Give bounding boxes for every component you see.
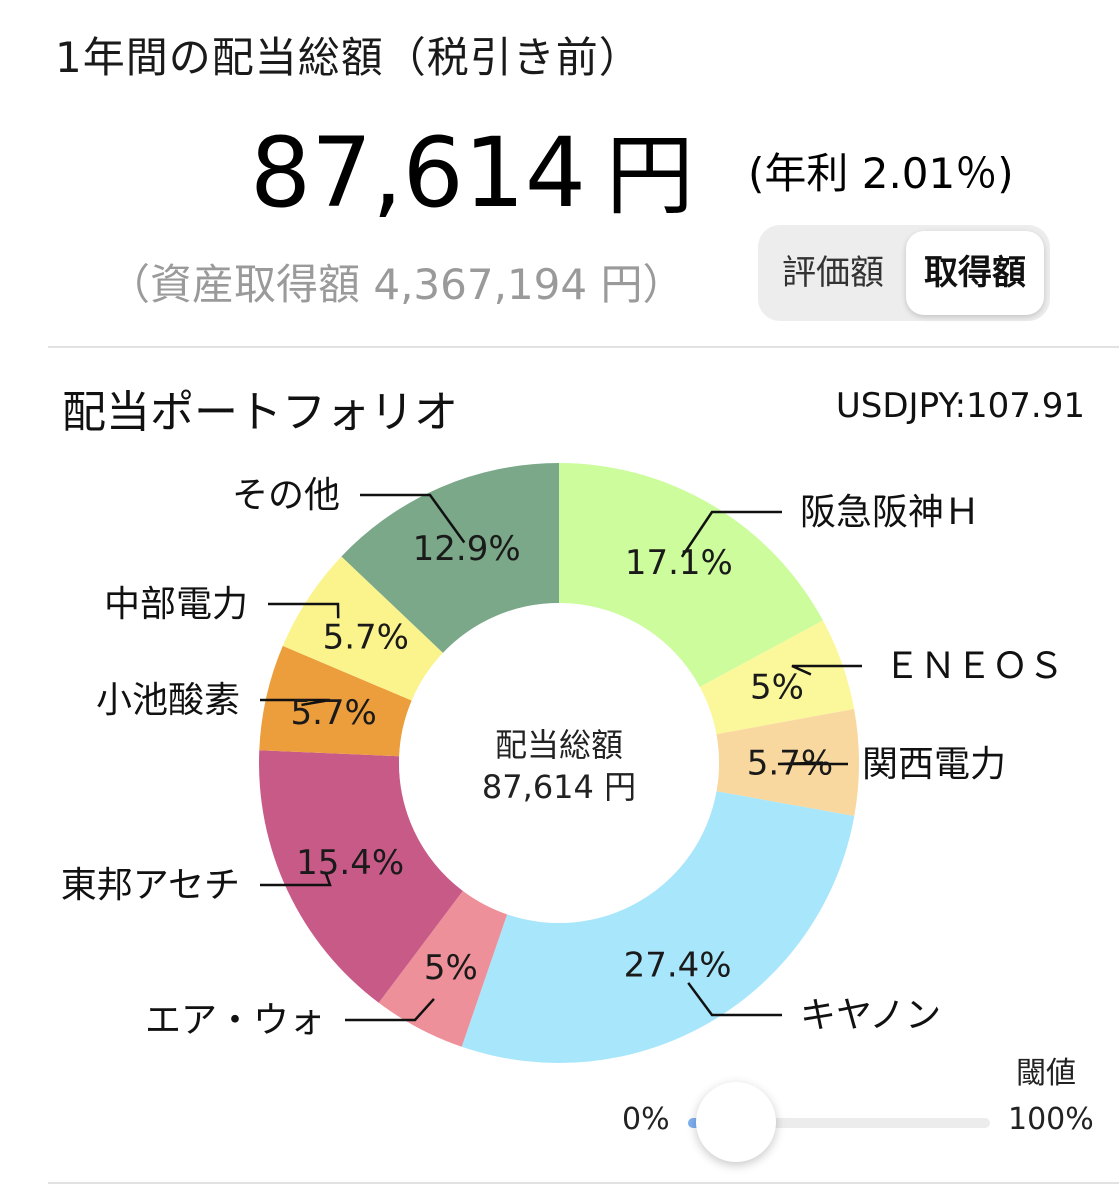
- toggle-acquisition-cost[interactable]: 取得額: [906, 231, 1044, 315]
- value-label-9: 12.9%: [413, 529, 521, 569]
- value-label-7: 5.7%: [290, 693, 376, 733]
- threshold-slider-track[interactable]: [688, 1118, 990, 1128]
- value-label-1: 17.1%: [625, 543, 733, 583]
- toggle-market-value[interactable]: 評価額: [782, 253, 884, 293]
- fx-rate: USDJPY:107.91: [835, 386, 1085, 426]
- value-label-2: 5%: [750, 667, 804, 707]
- leader-line-6: [260, 872, 332, 887]
- total-dividend-unit: 円: [605, 124, 694, 227]
- slice-1: [559, 463, 823, 687]
- inner-ring: [399, 603, 719, 923]
- inner-ring-highlight: [399, 603, 719, 923]
- category-label-5: エア・ウォ: [145, 1000, 325, 1041]
- threshold-slider-thumb[interactable]: [696, 1082, 776, 1162]
- leader-line-9: [360, 493, 466, 544]
- category-label-3: 関西電力: [862, 744, 1006, 785]
- category-label-9: その他: [232, 475, 340, 516]
- valuation-basis-toggle: 評価額 取得額: [758, 225, 1050, 321]
- category-label-8: 中部電力: [104, 584, 248, 625]
- total-dividend-value: 87,614: [250, 117, 586, 229]
- threshold-max-label: 100%: [1008, 1102, 1094, 1137]
- slice-2: [699, 620, 855, 735]
- slice-8: [282, 556, 443, 701]
- category-label-7: 小池酸素: [96, 680, 240, 721]
- threshold-min-label: 0%: [622, 1102, 670, 1137]
- portfolio-title: 配当ポートフォリオ: [62, 387, 458, 438]
- slice-6: [259, 750, 463, 1003]
- leader-line-5: [345, 998, 435, 1022]
- donut-slices: [259, 463, 860, 1063]
- value-label-6: 15.4%: [296, 843, 404, 883]
- slice-labels: 17.1% 阪急阪神Ｈ 5% ＥＮＥＯＳ 5.7% 関西電力 27.4% キヤノン 5% エア・ウ…: [61, 475, 1064, 1041]
- value-label-5: 5%: [424, 948, 478, 988]
- slice-7: [259, 645, 412, 757]
- slice-5: [378, 890, 508, 1047]
- category-label-6: 東邦アセチ: [61, 865, 240, 906]
- threshold-label: 閾値: [1016, 1056, 1076, 1091]
- donut-center-label: 配当総額: [494, 726, 623, 764]
- category-label-4: キヤノン: [800, 995, 941, 1036]
- leader-line-1: [680, 510, 782, 558]
- leader-line-8: [268, 602, 340, 619]
- value-label-4: 27.4%: [624, 946, 732, 986]
- total-dividend-amount: 87,614 円: [250, 118, 694, 231]
- leader-line-3: [777, 761, 848, 766]
- leader-line-2: [791, 664, 862, 676]
- divider: [48, 346, 1119, 348]
- page-title: 1年間の配当総額（税引き前）: [55, 33, 642, 82]
- slice-9: [341, 463, 559, 653]
- value-label-8: 5.7%: [323, 617, 409, 657]
- leader-line-4: [687, 982, 782, 1017]
- slice-4: [461, 791, 855, 1063]
- category-label-2: ＥＮＥＯＳ: [884, 646, 1064, 687]
- leader-line-7: [260, 698, 331, 707]
- donut-center-value: 87,614 円: [481, 768, 637, 806]
- annual-yield: (年利 2.01％): [748, 149, 1014, 198]
- acquisition-amount: （資産取得額 4,367,194 円）: [108, 260, 685, 309]
- divider: [48, 1182, 1119, 1184]
- value-label-3: 5.7%: [747, 744, 833, 784]
- dividend-donut-chart: 17.1% 阪急阪神Ｈ 5% ＥＮＥＯＳ 5.7% 関西電力 27.4% キヤノン 5% エア・ウ…: [61, 463, 1064, 1063]
- category-label-1: 阪急阪神Ｈ: [800, 492, 980, 533]
- threshold-slider-fill: [688, 1118, 702, 1128]
- leader-lines: [260, 493, 862, 1022]
- donut-hole: [419, 623, 699, 903]
